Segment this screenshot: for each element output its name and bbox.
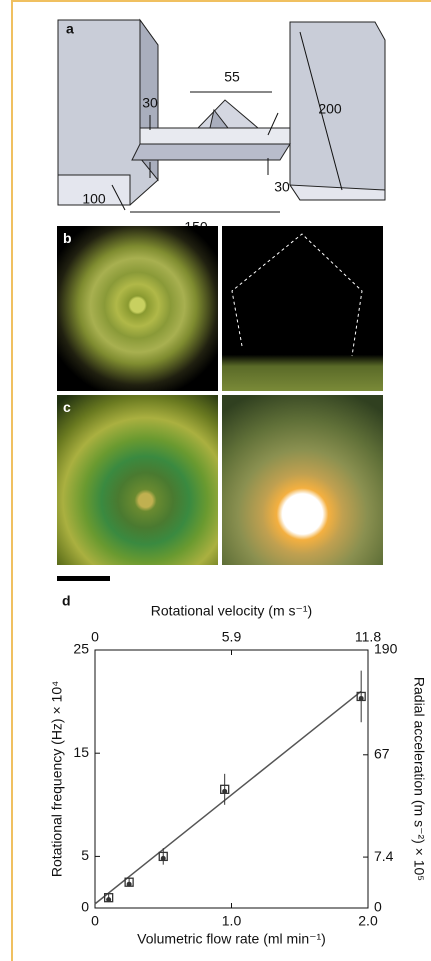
data-point-marker xyxy=(126,881,132,887)
data-point-marker xyxy=(160,855,166,861)
dimension-label: 55 xyxy=(224,69,240,85)
image-panel xyxy=(222,395,383,565)
y-tick-label: 25 xyxy=(73,641,89,657)
x2-tick-label: 0 xyxy=(91,629,99,645)
x-tick-label: 0 xyxy=(91,913,99,929)
y2-axis-label: Radial acceleration (m s⁻²) × 10⁵ xyxy=(411,677,427,881)
dimension-label: 30 xyxy=(142,95,158,111)
x-tick-label: 2.0 xyxy=(358,913,378,929)
panel-label: d xyxy=(62,593,71,609)
panel-label: a xyxy=(66,21,74,37)
outline xyxy=(231,233,363,357)
y-axis-label: Rotational frequency (Hz) × 10⁴ xyxy=(49,681,65,877)
dimension-label: 200 xyxy=(318,101,342,117)
y2-tick-label: 67 xyxy=(374,745,390,761)
x2-axis-label: Rotational velocity (m s⁻¹) xyxy=(151,603,312,619)
plot-frame xyxy=(94,649,369,909)
dimension-label: 30 xyxy=(274,179,290,195)
x-axis-label: Volumetric flow rate (ml min⁻¹) xyxy=(137,931,326,947)
fit-line xyxy=(94,690,362,905)
data-point-marker xyxy=(222,788,228,794)
panel-label: c xyxy=(63,399,71,415)
x2-tick-label: 11.8 xyxy=(355,629,381,645)
x-tick-label: 1.0 xyxy=(222,913,242,929)
data-point-marker xyxy=(358,695,364,701)
dimension-arrows xyxy=(111,31,343,213)
y-tick-label: 0 xyxy=(81,899,89,915)
image-panel xyxy=(222,226,383,391)
scale-bar xyxy=(57,576,110,581)
dimension-label: 100 xyxy=(82,191,106,207)
y2-tick-label: 190 xyxy=(374,641,398,657)
image-panel: b xyxy=(57,226,218,391)
device-drawing xyxy=(57,18,386,206)
data-point-marker xyxy=(106,897,112,903)
y-tick-label: 5 xyxy=(81,847,89,863)
panel-label: b xyxy=(63,230,72,246)
image-panel: c xyxy=(57,395,218,565)
x2-tick-label: 5.9 xyxy=(222,629,242,645)
y2-tick-label: 0 xyxy=(374,899,382,915)
y-tick-label: 15 xyxy=(73,744,89,760)
y2-tick-label: 7.4 xyxy=(374,848,394,864)
